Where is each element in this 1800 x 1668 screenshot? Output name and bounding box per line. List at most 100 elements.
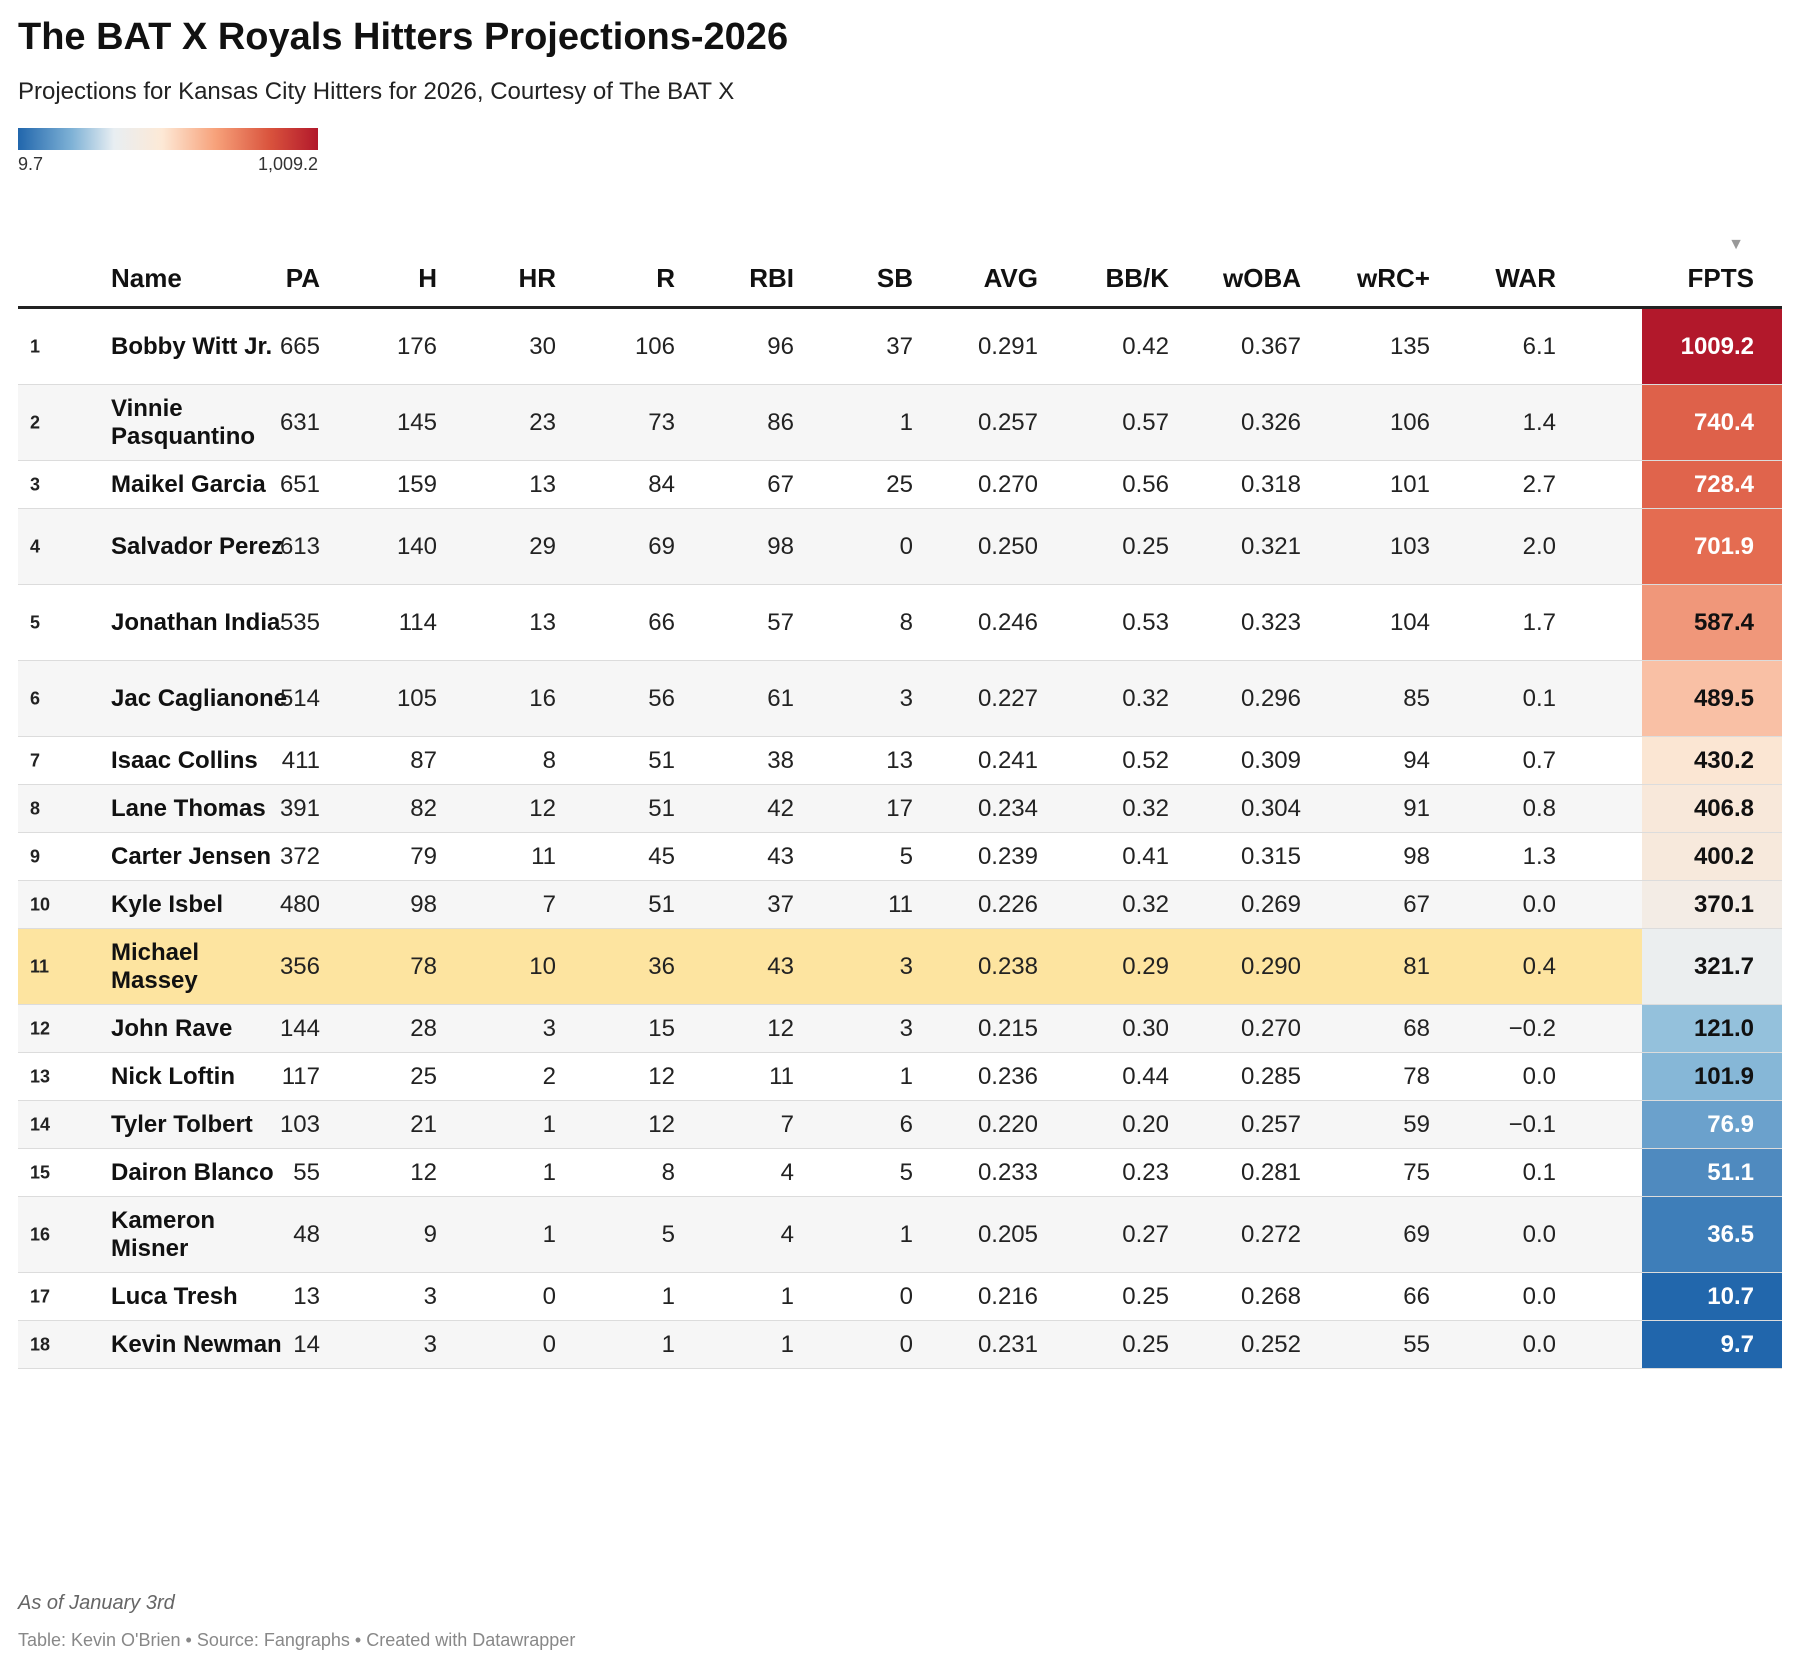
column-header-sb[interactable]: SB	[876, 263, 913, 293]
table-row: 8 Lane Thomas 391 82 12 51 42 17 0.234 0.32 0.304 9…	[18, 785, 1782, 833]
cell-name: John Rave	[111, 1014, 233, 1042]
table-row: 3 Maikel Garcia 651 159 13 84 67 25 0.270 0.56 0.3…	[18, 461, 1782, 509]
column-header-bbk[interactable]: BB/K	[1105, 263, 1169, 293]
cell-war: 0.1	[1522, 1158, 1556, 1186]
cell-h: 105	[396, 684, 437, 712]
cell-pa: 372	[279, 842, 320, 870]
column-header-pa[interactable]: PA	[285, 263, 320, 293]
cell-name: Kyle Isbel	[111, 890, 224, 918]
cell-rbi: 43	[767, 842, 794, 870]
cell-avg: 0.216	[977, 1282, 1038, 1310]
cell-h: 176	[396, 332, 437, 360]
cell-rank: 2	[30, 412, 41, 432]
cell-war: 0.0	[1522, 1330, 1556, 1358]
cell-r: 106	[634, 332, 675, 360]
cell-woba: 0.285	[1240, 1062, 1301, 1090]
fpts-heat-cell: 728.4	[1642, 461, 1782, 508]
cell-sb: 1	[899, 408, 913, 436]
cell-fpts: 740.4	[1693, 408, 1754, 436]
cell-hr: 30	[529, 332, 556, 360]
cell-h: 25	[410, 1062, 437, 1090]
cell-woba: 0.304	[1240, 794, 1301, 822]
cell-bbk: 0.32	[1122, 890, 1169, 918]
column-header-rbi[interactable]: RBI	[749, 263, 794, 293]
fpts-heat-cell: 10.7	[1642, 1273, 1782, 1320]
cell-fpts: 406.8	[1693, 794, 1754, 822]
cell-rank: 17	[30, 1286, 51, 1306]
cell-bbk: 0.30	[1122, 1014, 1169, 1042]
fpts-heat-cell: 587.4	[1642, 585, 1782, 660]
cell-rank: 7	[30, 750, 41, 770]
cell-woba: 0.315	[1240, 842, 1301, 870]
cell-rbi: 38	[767, 746, 794, 774]
cell-woba: 0.257	[1240, 1110, 1301, 1138]
cell-pa: 411	[281, 746, 320, 774]
cell-wrc: 85	[1403, 684, 1430, 712]
cell-wrc: 69	[1403, 1220, 1430, 1248]
cell-pa: 391	[279, 794, 320, 822]
cell-h: 12	[410, 1158, 437, 1186]
cell-wrc: 55	[1403, 1330, 1430, 1358]
cell-name: Bobby Witt Jr.	[111, 332, 273, 360]
column-header-avg[interactable]: AVG	[983, 263, 1038, 293]
cell-name: Kameron Misner	[111, 1206, 216, 1262]
cell-fpts: 51.1	[1707, 1158, 1754, 1186]
cell-avg: 0.234	[977, 794, 1038, 822]
cell-woba: 0.321	[1240, 532, 1301, 560]
cell-hr: 0	[542, 1330, 556, 1358]
fpts-heat-cell: 430.2	[1642, 737, 1782, 784]
cell-sb: 6	[899, 1110, 913, 1138]
column-header-war[interactable]: WAR	[1495, 263, 1556, 293]
cell-woba: 0.272	[1240, 1220, 1301, 1248]
cell-avg: 0.246	[977, 608, 1038, 636]
cell-rbi: 11	[769, 1062, 794, 1090]
cell-r: 56	[648, 684, 675, 712]
fpts-heat-cell: 121.0	[1642, 1005, 1782, 1052]
column-header-r[interactable]: R	[656, 263, 675, 293]
legend-gradient-bar	[18, 128, 318, 150]
cell-war: −0.1	[1508, 1110, 1556, 1138]
cell-r: 66	[648, 608, 675, 636]
cell-avg: 0.233	[977, 1158, 1038, 1186]
cell-rank: 9	[30, 846, 41, 866]
table-row: 11 Michael Massey 356 78 10 36 43 3 0.238 0.29 0.2…	[18, 929, 1782, 1005]
cell-war: 0.0	[1522, 1282, 1556, 1310]
cell-name: Carter Jensen	[111, 842, 272, 870]
cell-h: 78	[410, 952, 437, 980]
cell-pa: 55	[293, 1158, 320, 1186]
cell-war: 1.4	[1522, 408, 1556, 436]
cell-rbi: 42	[767, 794, 794, 822]
cell-sb: 0	[899, 1282, 913, 1310]
cell-rank: 15	[30, 1162, 51, 1182]
cell-sb: 5	[899, 1158, 913, 1186]
column-header-name[interactable]: Name	[111, 263, 182, 293]
cell-r: 45	[648, 842, 675, 870]
cell-name: Dairon Blanco	[111, 1158, 274, 1186]
cell-hr: 2	[542, 1062, 556, 1090]
cell-fpts: 9.7	[1720, 1330, 1754, 1358]
column-header-h[interactable]: H	[418, 263, 437, 293]
cell-pa: 48	[293, 1220, 320, 1248]
cell-wrc: 75	[1403, 1158, 1430, 1186]
cell-bbk: 0.25	[1122, 1282, 1169, 1310]
cell-wrc: 67	[1403, 890, 1430, 918]
cell-hr: 10	[529, 952, 556, 980]
cell-name: Salvador Perez	[111, 532, 284, 560]
cell-name: Lane Thomas	[111, 794, 266, 822]
cell-avg: 0.226	[977, 890, 1038, 918]
cell-war: 0.0	[1522, 1220, 1556, 1248]
cell-rbi: 67	[767, 470, 794, 498]
cell-h: 145	[396, 408, 437, 436]
fpts-heat-cell: 101.9	[1642, 1053, 1782, 1100]
column-header-woba[interactable]: wOBA	[1223, 263, 1301, 293]
cell-name: Michael Massey	[111, 938, 200, 994]
column-header-wrc[interactable]: wRC+	[1357, 263, 1430, 293]
cell-war: 0.1	[1522, 684, 1556, 712]
cell-rbi: 7	[780, 1110, 794, 1138]
column-header-fpts[interactable]: FPTS	[1687, 263, 1754, 293]
column-header-hr[interactable]: HR	[518, 263, 556, 293]
cell-r: 8	[661, 1158, 675, 1186]
cell-h: 114	[398, 608, 437, 636]
chart-subtitle: Projections for Kansas City Hitters for …	[18, 78, 735, 105]
cell-pa: 535	[279, 608, 320, 636]
